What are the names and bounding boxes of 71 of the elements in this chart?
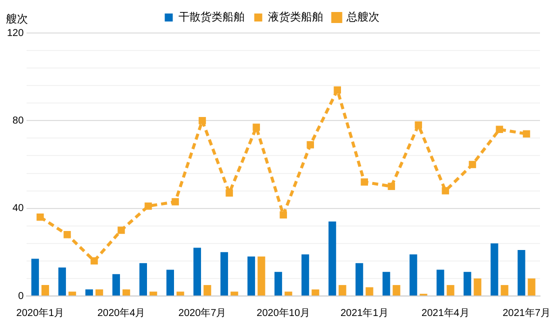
bar <box>500 285 508 296</box>
point <box>36 213 44 221</box>
bar <box>356 263 364 296</box>
bar <box>85 289 93 296</box>
bar <box>338 285 346 296</box>
bar <box>220 252 228 296</box>
point <box>334 86 341 94</box>
bar <box>392 285 400 296</box>
point <box>226 189 233 197</box>
bar <box>328 221 336 296</box>
point <box>252 124 260 131</box>
point <box>90 257 98 265</box>
x-tick-label: 2020年7月 <box>178 306 226 319</box>
point <box>172 198 179 206</box>
bar <box>436 270 444 296</box>
point <box>388 182 396 190</box>
y-tick-label: 40 <box>12 203 24 214</box>
x-tick-label: 2021年1月 <box>340 306 388 319</box>
bar <box>284 292 292 296</box>
legend-label: 总艘次 <box>345 10 380 24</box>
point <box>64 231 71 238</box>
bar <box>528 278 536 296</box>
point <box>496 126 504 134</box>
y-axis-title: 艘次 <box>6 14 28 26</box>
point <box>306 141 314 148</box>
bar <box>95 289 104 296</box>
bar <box>258 256 266 296</box>
x-tick-label: 2021年7月 <box>502 306 550 319</box>
x-tick-label: 2020年1月 <box>16 306 64 319</box>
x-tick-label: 2020年10月 <box>256 306 310 319</box>
bar <box>230 292 238 296</box>
bar <box>490 243 498 296</box>
legend-label: 液货类船舶 <box>268 10 323 24</box>
point <box>468 160 476 168</box>
y-tick-label: 0 <box>18 290 24 302</box>
y-tick-label: 120 <box>6 28 24 39</box>
bar <box>446 285 454 296</box>
bar <box>474 278 482 296</box>
point <box>118 226 125 234</box>
bar <box>247 256 256 296</box>
bar <box>518 250 526 296</box>
bar <box>68 292 76 296</box>
legend-label: 干散货类船舶 <box>178 10 244 24</box>
bar <box>41 285 50 296</box>
y-tick-label: 80 <box>12 115 24 126</box>
point <box>522 130 530 138</box>
bar <box>166 270 174 296</box>
bar <box>204 285 212 296</box>
point <box>442 187 450 194</box>
bar <box>58 268 66 296</box>
point <box>414 121 422 129</box>
bar <box>382 272 390 296</box>
bar <box>301 254 310 296</box>
point <box>144 202 152 210</box>
bar <box>31 258 39 296</box>
bar <box>312 289 320 296</box>
bar <box>122 289 130 296</box>
bar <box>193 248 202 296</box>
bar <box>176 292 184 296</box>
point <box>360 178 368 186</box>
bar <box>464 272 472 296</box>
x-tick-label: 2021年4月 <box>422 306 470 319</box>
bar <box>139 263 147 296</box>
bar <box>366 287 374 296</box>
point <box>198 117 206 124</box>
bar <box>112 274 120 296</box>
x-tick-label: 2020年4月 <box>97 306 146 319</box>
bar <box>410 254 418 296</box>
bar <box>274 272 282 296</box>
point <box>280 211 287 219</box>
bar <box>150 292 158 296</box>
